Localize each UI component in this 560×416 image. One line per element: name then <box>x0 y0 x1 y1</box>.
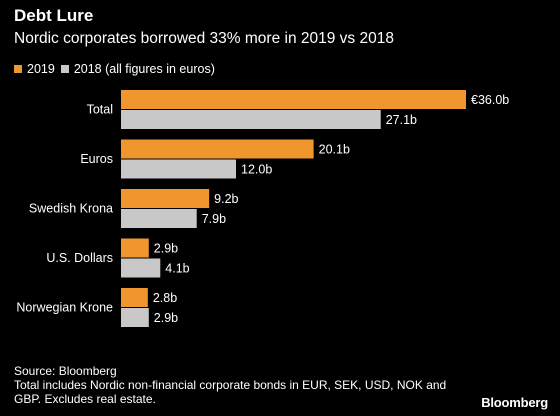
source-note: Source: Bloomberg <box>14 364 117 378</box>
bar-total-2019 <box>121 90 466 109</box>
category-label-u-s-dollars: U.S. Dollars <box>46 251 113 265</box>
value-label-total-2019: €36.0b <box>471 93 509 107</box>
bar-euros-2019 <box>121 139 314 159</box>
footer: Source: Bloomberg Total includes Nordic … <box>14 364 446 406</box>
value-label-norwegian-krone-2018: 2.9b <box>154 311 178 325</box>
category-label-swedish-krona: Swedish Krona <box>29 202 113 216</box>
value-label-norwegian-krone-2019: 2.8b <box>153 291 177 305</box>
legend-item-2018: 2018 (all figures in euros) <box>60 62 215 76</box>
value-label-swedish-krona-2019: 9.2b <box>214 192 238 206</box>
legend-item-2019: 2019 <box>14 62 55 76</box>
bar-chart: Total €36.0b 27.1b Euros 20.1b 12.0b Swedish K… <box>16 88 509 329</box>
legend-label-2019: 2019 <box>27 62 55 76</box>
bloomberg-logo: Bloomberg <box>481 395 548 410</box>
footnote-line-2: GBP. Excludes real estate. <box>14 392 156 406</box>
value-label-swedish-krona-2018: 7.9b <box>202 212 226 226</box>
category-label-norwegian-krone: Norwegian Krone <box>16 301 113 315</box>
bar-u-s-dollars-2018 <box>121 258 161 278</box>
bar-swedish-krona-2019 <box>121 189 210 208</box>
bar-norwegian-krone-2018 <box>121 308 149 327</box>
value-label-euros-2018: 12.0b <box>241 163 272 177</box>
value-label-total-2018: 27.1b <box>386 113 417 127</box>
legend-swatch-2018 <box>60 65 69 73</box>
bar-euros-2018 <box>121 159 236 179</box>
legend-swatch-2019 <box>14 65 22 73</box>
category-label-euros: Euros <box>80 152 113 166</box>
legend-label-2018: 2018 (all figures in euros) <box>73 62 215 76</box>
bar-norwegian-krone-2019 <box>121 288 148 307</box>
bar-u-s-dollars-2019 <box>121 238 149 258</box>
footnote-line-1: Total includes Nordic non-financial corp… <box>14 378 447 392</box>
chart-subtitle: Nordic corporates borrowed 33% more in 2… <box>14 30 394 47</box>
category-label-total: Total <box>87 103 113 117</box>
legend: 2019 2018 (all figures in euros) <box>14 62 221 76</box>
value-label-euros-2019: 20.1b <box>319 143 350 157</box>
bar-swedish-krona-2018 <box>121 209 197 228</box>
value-label-u-s-dollars-2018: 4.1b <box>165 262 189 276</box>
bar-total-2018 <box>121 110 381 129</box>
value-label-u-s-dollars-2019: 2.9b <box>154 242 178 256</box>
chart-title: Debt Lure <box>14 6 94 25</box>
